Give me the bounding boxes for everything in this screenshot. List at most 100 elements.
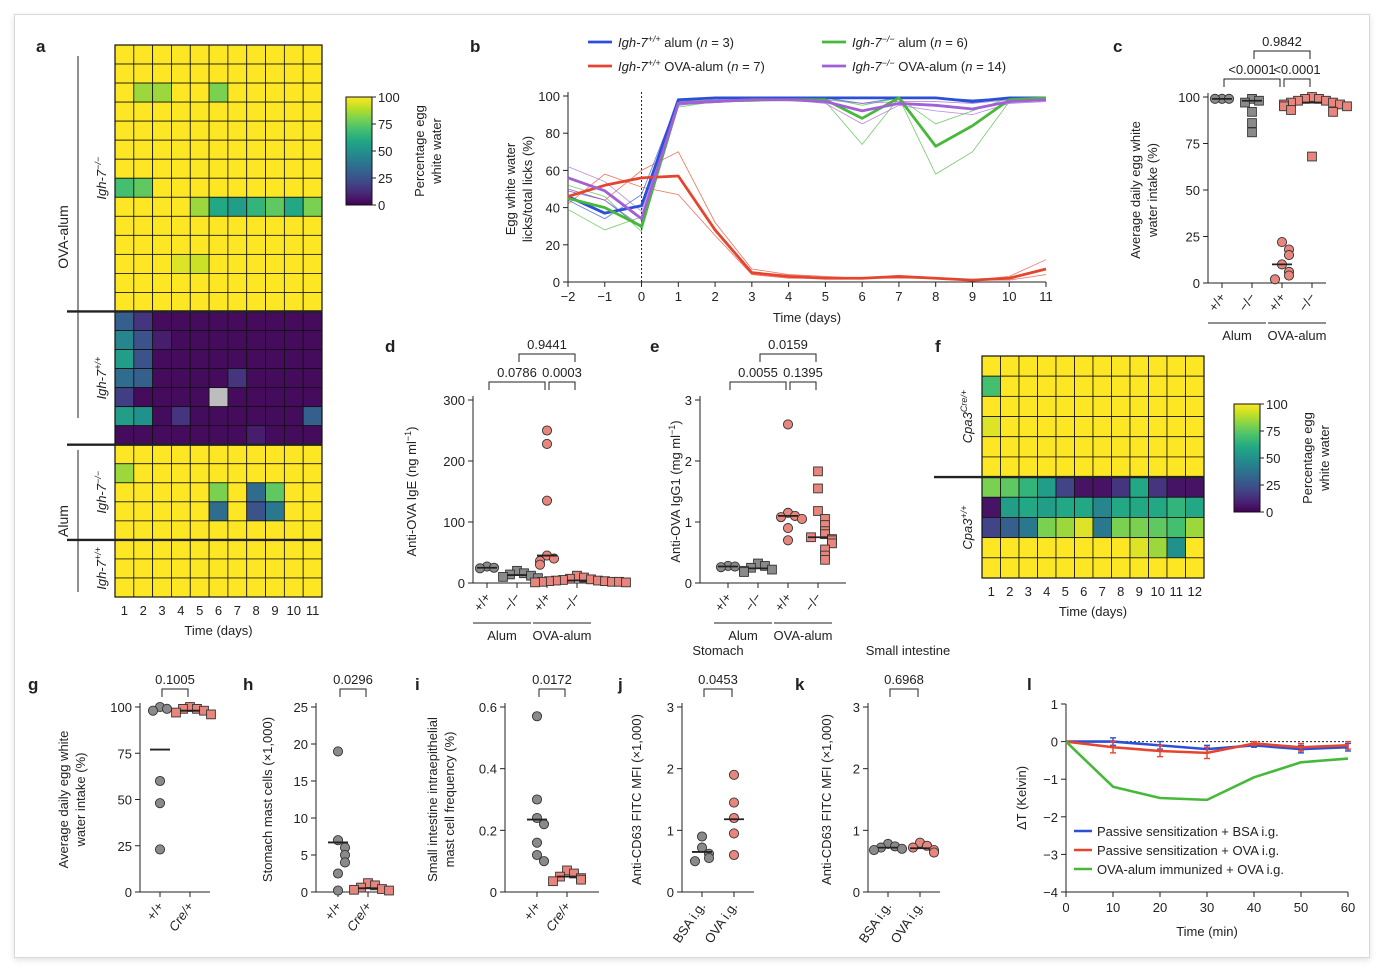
heatmap-cell: [302, 215, 323, 236]
heatmap-cell: [1000, 537, 1020, 559]
heatmap-cell: [114, 196, 135, 217]
x-tick-label: 1: [988, 584, 995, 599]
heatmap-cell: [1055, 456, 1075, 478]
heatmap-cell: [265, 387, 285, 408]
y-axis-label: Average daily egg white: [56, 731, 71, 869]
heatmap-cell: [302, 292, 323, 312]
y-tick-label: 100: [110, 700, 132, 715]
heatmap-cell: [114, 387, 135, 408]
heatmap-cell: [189, 234, 210, 255]
y-axis-label-part: Anti-OVA IgG1 (mg ml: [668, 435, 683, 563]
heatmap-cell: [283, 82, 304, 103]
heatmap-cell: [114, 253, 135, 274]
heatmap-cell: [227, 44, 248, 65]
genotype-label-alum-ko: Igh-7−/−: [93, 471, 109, 514]
y-axis-label: Anti-OVA IgE (ng ml−1): [403, 427, 419, 557]
colorbar-label: white water: [429, 117, 444, 184]
heatmap-cell: [1166, 517, 1186, 539]
heatmap-cell: [1074, 537, 1094, 559]
heatmap-cell: [1000, 456, 1020, 478]
x-category-label: −/−: [560, 590, 583, 614]
heatmap-cell: [1055, 395, 1075, 417]
colorbar-label: Percentage egg: [1300, 412, 1315, 504]
group-label: Alum: [1222, 328, 1252, 343]
heatmap-cell: [171, 406, 191, 427]
heatmap-cell: [246, 501, 266, 522]
y-tick-label: 25: [1186, 230, 1200, 245]
heatmap-cell: [152, 406, 172, 427]
heatmap-cell: [283, 63, 304, 84]
heatmap-cell: [283, 558, 304, 579]
heatmap-cell: [1092, 395, 1112, 417]
y-axis-label-part: −1: [667, 425, 677, 435]
heatmap-cell: [246, 539, 266, 560]
heatmap-cell: [114, 311, 135, 331]
heatmap-cell: [1000, 517, 1020, 539]
p-value-label: 0.0172: [532, 672, 572, 687]
legend-entry: Igh-7+/+ alum (n = 3): [618, 34, 734, 50]
heatmap-cell: [189, 520, 210, 541]
heatmap-cell: [302, 158, 323, 179]
heatmap-cell: [133, 311, 154, 331]
heatmap-cell: [1148, 395, 1168, 417]
x-axis-label: Time (min): [1176, 924, 1238, 939]
heatmap-cell: [1148, 537, 1168, 559]
y-tick-label: 0: [490, 885, 497, 900]
heatmap-cell: [1037, 456, 1057, 478]
heatmap-cell: [133, 82, 154, 103]
x-tick-label: 7: [1099, 584, 1106, 599]
heatmap-cell: [981, 355, 1001, 377]
heatmap-cell: [1000, 355, 1020, 377]
data-point: [896, 843, 908, 854]
heatmap-cell: [208, 425, 229, 446]
panel-letter-j: j: [617, 675, 623, 694]
x-tick-label: 50: [1294, 900, 1308, 915]
heatmap-cell: [1129, 355, 1149, 377]
heatmap-cell: [171, 349, 191, 369]
heatmap-cell: [1018, 416, 1038, 438]
y-tick-label: 40: [546, 201, 560, 216]
heatmap-cell: [265, 330, 285, 350]
heatmap-cell: [171, 482, 191, 503]
legend-entry: Igh-7+/+ OVA-alum (n = 7): [618, 58, 765, 74]
x-tick-label: 40: [1247, 900, 1261, 915]
heatmap-cell: [265, 501, 285, 522]
y-tick-label: −3: [1043, 847, 1058, 862]
heatmap-cell: [227, 177, 248, 198]
series-line: [1065, 740, 1349, 802]
x-category-label: +/+: [143, 899, 166, 923]
data-point: [332, 885, 344, 896]
heatmap-cell: [1018, 456, 1038, 478]
data-point: [796, 513, 808, 525]
heatmap-cell: [133, 215, 154, 236]
data-point: [1342, 101, 1352, 112]
heatmap-cell: [189, 406, 210, 427]
x-category-label: OVA i.g.: [701, 899, 740, 946]
heatmap-cell: [1092, 456, 1112, 478]
y-tick-label: 50: [1186, 183, 1200, 198]
heatmap-cell: [133, 330, 154, 350]
legend-entry-part: = 14): [972, 59, 1006, 74]
y-axis-label: water intake (%): [1145, 143, 1160, 238]
heatmap-cell: [283, 273, 304, 293]
y-axis-label-part: Anti-OVA IgE (ng ml: [404, 441, 419, 556]
genotype-label-cre-base: Cpa3: [960, 411, 975, 443]
y-tick-label: 3: [685, 393, 692, 408]
heatmap-cell: [265, 406, 285, 427]
heatmap-cell: [114, 158, 135, 179]
legend-entry: Igh-7−/− OVA-alum (n = 14): [852, 58, 1006, 74]
heatmap-cell: [283, 196, 304, 217]
colorbar-f-bar: [1233, 403, 1261, 513]
heatmap-cell: [208, 558, 229, 579]
heatmap-cell: [1074, 395, 1094, 417]
data-point: [541, 438, 553, 449]
heatmap-cell: [1037, 517, 1057, 539]
heatmap-cell: [265, 368, 285, 389]
heatmap-cell: [265, 577, 285, 598]
heatmap-cell: [171, 177, 191, 198]
heatmap-cell: [208, 234, 229, 255]
heatmap-cell: [227, 330, 248, 350]
heatmap-cell: [265, 63, 285, 84]
heatmap-cell: [189, 463, 210, 484]
y-axis-label: water intake (%): [73, 753, 88, 848]
